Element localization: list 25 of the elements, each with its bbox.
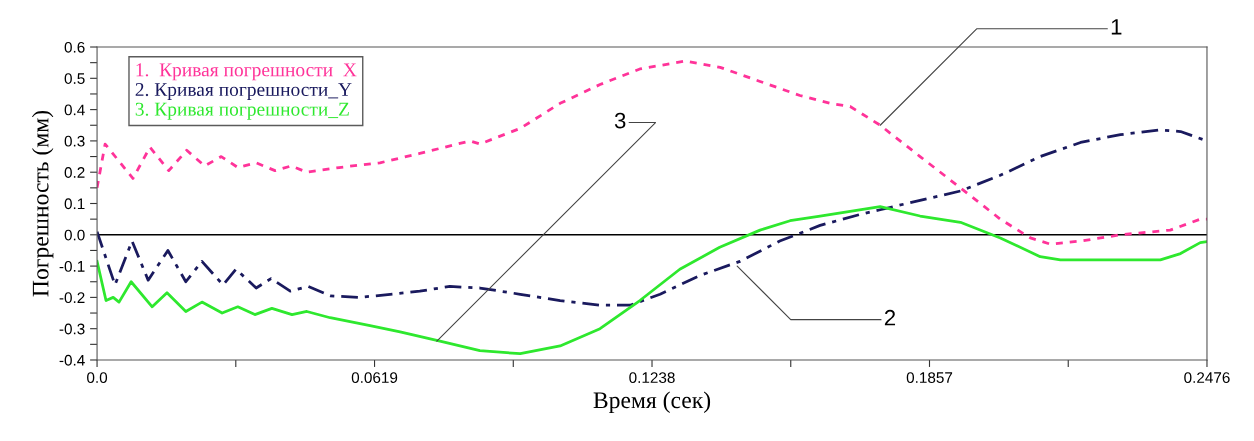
y-tick-label: 0.0	[64, 229, 85, 241]
y-tick-label: 0.1	[64, 198, 85, 210]
x-tick-label: 0.0	[87, 372, 108, 384]
y-axis-title: Погрешность (мм)	[31, 110, 54, 297]
x-tick-label: 0.0619	[351, 372, 398, 384]
y-tick-label: 0.2	[64, 167, 85, 178]
y-tick-label: -0.4	[59, 354, 85, 366]
x-tick-label: 0.1857	[906, 372, 953, 384]
y-tick-label: 0.4	[64, 104, 85, 116]
y-tick-label: -0.2	[59, 292, 85, 304]
y-tick-label: 0.6	[64, 41, 85, 53]
text: 3. Кривая погрешности_Z	[135, 102, 349, 120]
y-tick-label: -0.3	[59, 323, 85, 335]
x-tick-label: 0.2476	[1184, 372, 1230, 384]
annotation: 3	[614, 112, 626, 129]
line-series	[97, 205, 1207, 356]
text: 2. Кривая погрешности_Y	[135, 83, 352, 101]
annotation: 2	[884, 309, 896, 326]
y-tick-label: 0.5	[64, 73, 85, 84]
x-axis-title: Время (сек)	[593, 391, 711, 413]
x-tick-label: 0.1238	[629, 372, 675, 384]
y-tick-label: 0.3	[64, 135, 85, 147]
text: 1. Кривая погрешности X	[136, 63, 357, 81]
annotation: 1	[1111, 19, 1122, 35]
y-tick-label: -0.1	[59, 260, 85, 272]
